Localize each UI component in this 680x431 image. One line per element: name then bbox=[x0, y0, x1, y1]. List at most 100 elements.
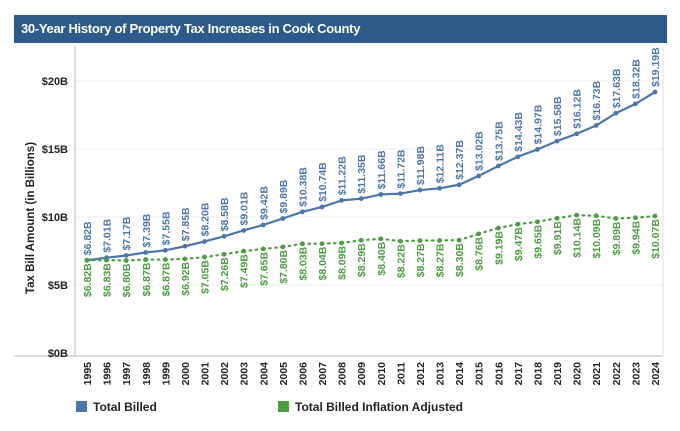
x-tick-label: 2023 bbox=[630, 362, 642, 386]
data-label: $7.26B bbox=[219, 257, 231, 291]
data-point bbox=[260, 246, 266, 252]
data-point bbox=[554, 138, 560, 144]
series-line-segment bbox=[340, 239, 363, 245]
data-point bbox=[613, 216, 619, 221]
x-tick-label: 1998 bbox=[141, 362, 153, 386]
data-label: $7.80B bbox=[278, 250, 290, 284]
legend-label-total-billed: Total Billed bbox=[93, 400, 157, 414]
data-label: $7.85B bbox=[180, 207, 192, 241]
data-label: $15.58B bbox=[552, 96, 564, 136]
data-point bbox=[535, 147, 540, 152]
data-point bbox=[476, 173, 482, 179]
data-point bbox=[84, 257, 90, 263]
data-label: $17.63B bbox=[611, 68, 623, 108]
legend-item-total-billed[interactable]: Total Billed bbox=[76, 400, 157, 414]
data-label: $6.87B bbox=[141, 262, 153, 296]
x-tick-label: 2010 bbox=[376, 362, 388, 386]
data-label: $8.27B bbox=[435, 243, 447, 277]
series-line-segment bbox=[477, 226, 500, 235]
y-tick-label: $20B bbox=[42, 76, 68, 88]
x-tick-label: 2005 bbox=[278, 362, 290, 386]
series-line-segment bbox=[614, 216, 637, 220]
data-point bbox=[515, 154, 521, 160]
x-tick-label: 2020 bbox=[572, 362, 584, 386]
data-label: $6.80B bbox=[121, 263, 133, 297]
series-line-segment bbox=[125, 258, 147, 262]
x-tick-label: 2014 bbox=[454, 362, 466, 386]
data-point bbox=[300, 209, 305, 215]
series-group: $6.82B $7.01B $7.17B $7.39B $7.55B $7.85B $8.2… bbox=[82, 47, 662, 297]
data-point bbox=[241, 248, 247, 254]
series-line-segment bbox=[281, 242, 304, 249]
data-point bbox=[162, 247, 168, 253]
data-point bbox=[182, 256, 188, 262]
data-label: $8.22B bbox=[395, 244, 407, 278]
data-label: $19.19B bbox=[650, 47, 662, 87]
data-point bbox=[300, 241, 305, 247]
data-point bbox=[143, 250, 149, 255]
legend: Total Billed Total Billed Inflation Adju… bbox=[76, 400, 463, 414]
data-point bbox=[397, 238, 403, 244]
x-tick-label: 2017 bbox=[513, 362, 525, 386]
data-label: $7.65B bbox=[258, 252, 270, 286]
x-tick-label: 2022 bbox=[611, 362, 623, 386]
data-point bbox=[202, 254, 207, 260]
data-point bbox=[593, 123, 599, 128]
legend-label-inflation-adjusted: Total Billed Inflation Adjusted bbox=[295, 400, 463, 414]
data-label: $11.98B bbox=[415, 146, 427, 186]
y-tick-label: $15B bbox=[42, 144, 68, 156]
data-label: $10.09B bbox=[591, 218, 603, 258]
data-label: $8.04B bbox=[317, 246, 329, 280]
data-label: $6.92B bbox=[180, 261, 192, 295]
x-tick-label: 2019 bbox=[552, 362, 564, 386]
data-point bbox=[613, 110, 619, 116]
data-label: $9.94B bbox=[630, 220, 642, 254]
data-label: $16.12B bbox=[572, 89, 584, 129]
series-line-segment bbox=[360, 237, 382, 242]
x-tick-label: 1995 bbox=[82, 362, 94, 386]
x-tick-label: 2008 bbox=[337, 362, 349, 386]
data-point bbox=[280, 244, 286, 250]
data-point bbox=[260, 222, 266, 228]
y-tick-label: $5B bbox=[48, 280, 68, 292]
data-label: $9.19B bbox=[493, 231, 505, 265]
series-line-segment bbox=[203, 253, 226, 259]
data-point bbox=[633, 101, 638, 107]
data-label: $11.22B bbox=[337, 156, 349, 196]
data-point bbox=[241, 228, 247, 233]
series-total-billed: $6.82B $7.01B $7.17B $7.39B $7.55B $7.85B $8.2… bbox=[82, 47, 662, 263]
chart-title: 30-Year History of Property Tax Increase… bbox=[21, 21, 361, 36]
data-label: $18.32B bbox=[630, 59, 642, 99]
x-tick-label: 2002 bbox=[219, 362, 231, 386]
x-tick-label: 2018 bbox=[532, 362, 544, 386]
series-line-segment bbox=[183, 256, 206, 260]
series-line-segment bbox=[575, 213, 598, 217]
data-point bbox=[476, 231, 482, 237]
data-point bbox=[182, 243, 188, 249]
chart-title-bar: 30-Year History of Property Tax Increase… bbox=[14, 15, 667, 43]
data-label: $9.42B bbox=[258, 186, 270, 220]
x-tick-label: 2009 bbox=[356, 362, 368, 386]
data-point bbox=[358, 237, 364, 243]
series-line-segment bbox=[399, 239, 422, 243]
data-label: $6.87B bbox=[160, 262, 172, 296]
x-tick-label: 2001 bbox=[200, 362, 212, 386]
data-point bbox=[574, 131, 580, 137]
data-point bbox=[358, 196, 364, 202]
data-label: $11.66B bbox=[376, 150, 388, 190]
data-label: $9.91B bbox=[552, 221, 564, 255]
data-label: $16.73B bbox=[591, 80, 603, 120]
data-label: $6.82B bbox=[82, 263, 94, 297]
x-tick-label: 2003 bbox=[239, 362, 251, 386]
legend-item-inflation-adjusted[interactable]: Total Billed Inflation Adjusted bbox=[278, 400, 463, 414]
data-point bbox=[123, 258, 129, 263]
data-label: $12.37B bbox=[454, 140, 466, 180]
x-tick-label: 2013 bbox=[435, 362, 447, 386]
data-label: $12.11B bbox=[435, 144, 447, 184]
data-point bbox=[437, 185, 442, 191]
data-label: $10.14B bbox=[572, 218, 584, 258]
data-label: $6.83B bbox=[102, 263, 114, 297]
series-line-segment bbox=[164, 257, 187, 261]
x-tick-label: 1996 bbox=[102, 362, 114, 386]
